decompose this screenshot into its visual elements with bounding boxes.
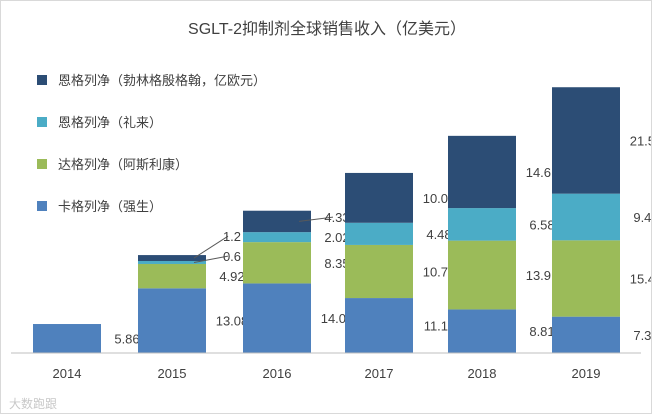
bar-2015-s2 <box>138 261 206 264</box>
bar-2014-s0 <box>33 324 101 353</box>
bar-2018-s0 <box>448 309 516 353</box>
bar-2017-s0 <box>345 298 413 353</box>
chart-title: SGLT-2抑制剂全球销售收入（亿美元） <box>188 20 466 38</box>
x-tick-2015: 2015 <box>158 366 187 381</box>
x-tick-2018: 2018 <box>468 366 497 381</box>
bar-2017-s2 <box>345 222 413 245</box>
plot-area: 5.8613.084.920.61.214.078.352.024.3311.1… <box>33 87 651 353</box>
x-tick-2014: 2014 <box>53 366 82 381</box>
legend-swatch-0 <box>37 201 47 211</box>
value-label-2015-s1: 4.92 <box>219 269 244 284</box>
value-label-2018-s3: 14.61 <box>526 165 559 180</box>
bar-2015-s3 <box>138 255 206 262</box>
value-label-2018-s0: 8.81 <box>529 324 554 339</box>
leader-line-2015-s3 <box>193 235 229 259</box>
legend-label-1: 达格列净（阿斯利康） <box>58 157 188 172</box>
value-label-2017-s1: 10.74 <box>423 264 456 279</box>
bar-2018-s3 <box>448 135 516 209</box>
bar-2019-s0 <box>552 316 620 353</box>
bar-2015-s1 <box>138 263 206 289</box>
bar-2019-s3 <box>552 87 620 194</box>
bar-2018-s2 <box>448 208 516 241</box>
x-axis: 2014 2015 2016 2017 2018 2019 <box>53 366 601 381</box>
leader-line-2016-s3 <box>298 216 334 222</box>
value-label-2018-s1: 13.91 <box>526 268 559 283</box>
bar-2018-s1 <box>448 240 516 310</box>
bar-2015-s0 <box>138 288 206 353</box>
x-tick-2016: 2016 <box>263 366 292 381</box>
bar-2016-s3 <box>243 210 311 233</box>
value-label-2016-s3: 4.33 <box>324 210 349 225</box>
value-label-2018-s2: 6.58 <box>529 217 554 232</box>
legend-swatch-1 <box>37 159 47 169</box>
value-label-2016-s1: 8.35 <box>324 256 349 271</box>
value-label-2017-s0: 11.11 <box>424 319 455 334</box>
bar-2016-s0 <box>243 283 311 353</box>
bar-2019-s1 <box>552 240 620 317</box>
value-label-2015-s3: 1.2 <box>223 229 241 244</box>
value-label-2014-s0: 5.86 <box>114 332 139 347</box>
leader-line-2015-s2 <box>193 255 229 263</box>
value-label-2015-s0: 13.08 <box>216 314 249 329</box>
value-label-2019-s1: 15.43 <box>630 271 651 286</box>
x-tick-2019: 2019 <box>572 366 601 381</box>
legend-swatch-2 <box>37 117 47 127</box>
watermark: 大数跑跟 <box>9 397 58 411</box>
legend-swatch-3 <box>37 75 47 85</box>
bar-2016-s2 <box>243 232 311 243</box>
value-label-2019-s2: 9.44 <box>633 210 651 225</box>
bar-2017-s1 <box>345 244 413 299</box>
value-label-2016-s2: 2.02 <box>324 230 349 245</box>
legend-label-0: 卡格列净（强生） <box>58 199 162 214</box>
value-label-2019-s0: 7.35 <box>633 328 651 343</box>
value-label-2015-s2: 0.6 <box>223 249 241 264</box>
value-label-2017-s3: 10.08 <box>423 191 456 206</box>
value-label-2017-s2: 4.48 <box>426 227 451 242</box>
legend-label-2: 恩格列净（礼来） <box>58 115 162 130</box>
legend: 恩格列净（勃林格殷格翰，亿欧元） 恩格列净（礼来） 达格列净（阿斯利康） 卡格列净（强… <box>37 73 266 214</box>
legend-label-3: 恩格列净（勃林格殷格翰，亿欧元） <box>58 73 266 88</box>
bar-2019-s2 <box>552 193 620 241</box>
x-tick-2017: 2017 <box>365 366 394 381</box>
value-label-2019-s3: 21.52 <box>630 133 651 148</box>
bar-2016-s1 <box>243 242 311 284</box>
bar-2017-s3 <box>345 172 413 223</box>
